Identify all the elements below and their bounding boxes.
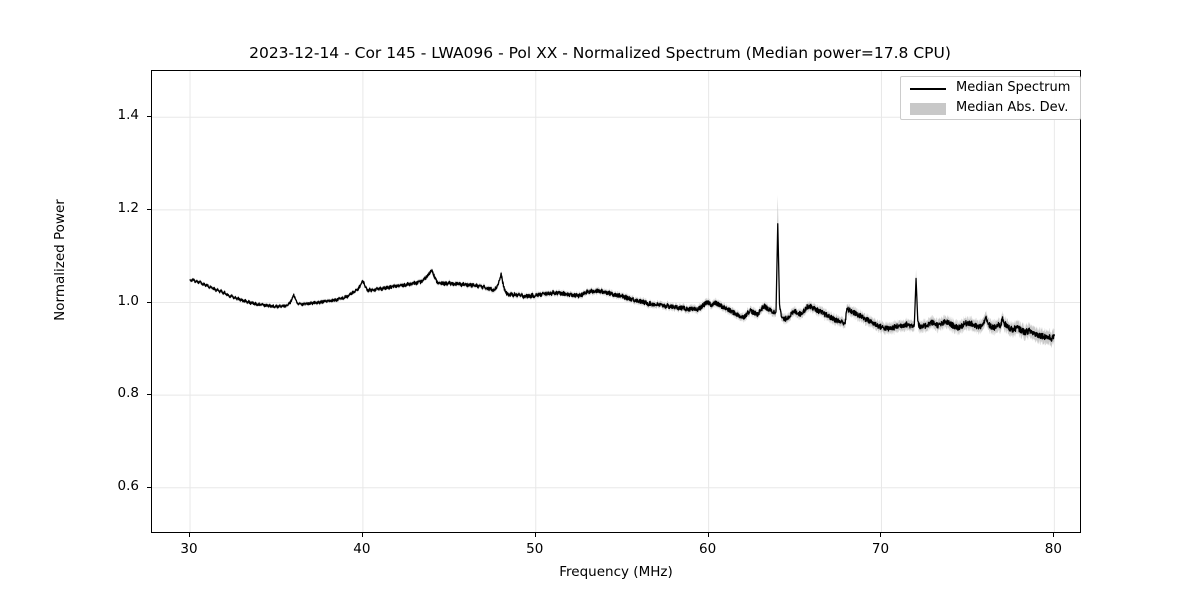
x-tick-mark [361,533,363,537]
page-title: 2023-12-14 - Cor 145 - LWA096 - Pol XX -… [249,44,951,62]
x-tick-label: 30 [180,541,198,557]
x-tick-mark [1053,533,1055,537]
x-tick-label: 80 [1044,541,1062,557]
x-tick-mark [707,533,709,537]
y-tick-mark [147,301,151,303]
y-axis-label: Normalized Power [52,199,68,321]
x-tick-label: 70 [871,541,890,557]
y-tick-mark [147,208,151,210]
grid-lines [152,71,1080,532]
legend-item-median-abs-dev: Median Abs. Dev. [901,99,1080,119]
median-spectrum-line [189,223,1055,342]
y-tick-label: 1.4 [117,107,139,124]
y-tick-mark [147,486,151,488]
plot-clip [152,71,1080,532]
x-tick-mark [534,533,536,537]
spectrum-plot [189,195,1055,348]
y-tick-label: 0.8 [117,385,139,402]
line-swatch-icon [910,88,946,90]
x-tick-label: 60 [699,541,717,557]
x-axis-label: Frequency (MHz) [559,564,673,580]
x-tick-mark [189,533,191,537]
legend: Median Spectrum Median Abs. Dev. [900,76,1081,120]
y-tick-label: 1.2 [117,199,139,216]
patch-swatch-icon [910,103,946,115]
y-tick-label: 1.0 [117,292,139,309]
y-tick-mark [147,116,151,118]
legend-label: Median Spectrum [956,80,1071,95]
plot-area [151,70,1081,533]
y-tick-label: 0.6 [117,477,139,494]
legend-label: Median Abs. Dev. [956,100,1069,115]
x-tick-mark [880,533,882,537]
x-tick-label: 40 [353,541,371,557]
legend-item-median-spectrum: Median Spectrum [901,79,1080,99]
x-tick-label: 50 [526,541,544,557]
y-tick-mark [147,394,151,396]
